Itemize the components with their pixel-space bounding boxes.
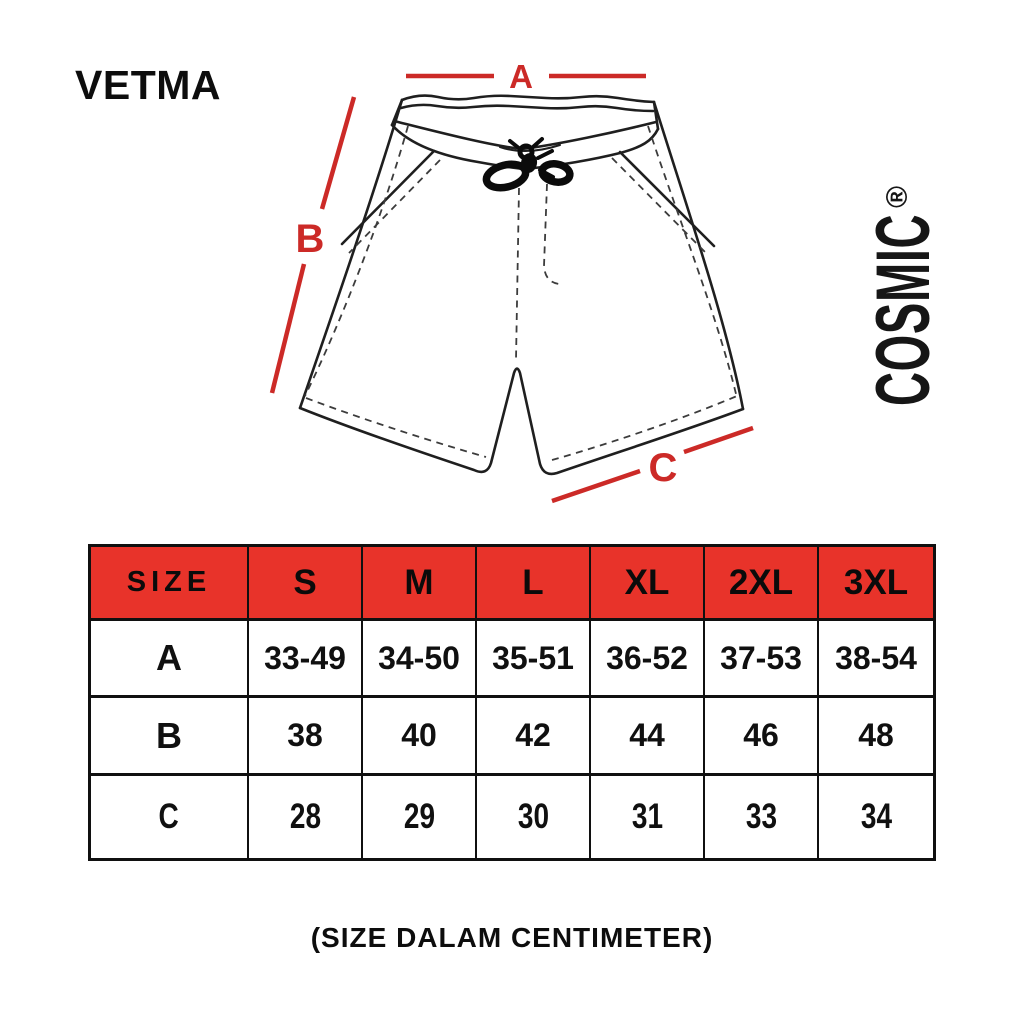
waistband-top-inner-edge — [399, 103, 655, 113]
cell-c-2xl: 33 — [705, 776, 819, 858]
bow-end-1 — [508, 139, 522, 151]
fly-stitch-right — [543, 183, 560, 285]
waistband-center-crease — [499, 144, 561, 152]
row-c-label: C — [91, 776, 249, 858]
brand-registered-mark: ® — [881, 186, 914, 208]
header-cell-m: M — [363, 547, 477, 621]
cell-a-s: 33-49 — [249, 621, 363, 698]
cell-c-3xl: 34 — [819, 776, 933, 858]
cell-b-l: 42 — [477, 698, 591, 776]
cell-c-s: 28 — [249, 776, 363, 858]
right-seam-stitch — [647, 125, 737, 395]
brand-logo: COSMIC ® — [862, 186, 946, 406]
leg-hems-and-crotch — [298, 367, 745, 476]
header-cell-s: S — [249, 547, 363, 621]
fly-stitch-left — [515, 187, 520, 361]
cell-b-s: 38 — [249, 698, 363, 776]
cell-a-m: 34-50 — [363, 621, 477, 698]
cell-c-m: 29 — [363, 776, 477, 858]
right-pocket-line — [618, 150, 716, 248]
cell-value-text: 31 — [631, 797, 663, 836]
bow-end-4 — [538, 168, 555, 179]
measure-c-line-left — [551, 468, 641, 504]
left-pocket-line — [340, 149, 436, 246]
left-hem-stitch — [305, 397, 487, 458]
header-cell-l: L — [477, 547, 591, 621]
bow-end-2 — [531, 137, 544, 149]
bow-knot-loop — [517, 143, 535, 161]
cell-value-text: 34 — [860, 797, 892, 836]
drawstring-bow-icon — [482, 137, 574, 192]
measure-b-line-top — [319, 96, 357, 210]
measurement-letters: A B C — [296, 58, 678, 490]
measure-a-label: A — [509, 58, 533, 95]
left-pocket-stitch — [348, 159, 441, 254]
measurement-marks — [269, 73, 754, 504]
cell-a-l: 35-51 — [477, 621, 591, 698]
cell-value-text: 33 — [745, 797, 777, 836]
header-cell-size: SIZE — [91, 547, 249, 621]
cell-value-text: 30 — [517, 797, 549, 836]
row-a-label: A — [91, 621, 249, 698]
measure-b-line-bottom — [269, 263, 307, 394]
brand-logo-text: COSMIC — [862, 214, 946, 406]
header-cell-xl: XL — [591, 547, 705, 621]
stitch-lines — [304, 125, 738, 461]
measure-c-label: C — [649, 446, 678, 490]
row-c-label-text: C — [158, 797, 180, 836]
cell-a-xl: 36-52 — [591, 621, 705, 698]
right-hem-stitch — [551, 395, 738, 461]
row-b-label: B — [91, 698, 249, 776]
product-name: VETMA — [75, 62, 221, 108]
header-cell-3xl: 3XL — [819, 547, 933, 621]
left-side-seam — [298, 98, 404, 410]
cell-b-3xl: 48 — [819, 698, 933, 776]
cell-b-m: 40 — [363, 698, 477, 776]
right-side-seam — [652, 100, 745, 411]
measure-b-label: B — [296, 217, 325, 261]
left-seam-stitch — [304, 125, 409, 397]
cell-a-3xl: 38-54 — [819, 621, 933, 698]
cell-a-2xl: 37-53 — [705, 621, 819, 698]
size-table: SIZE S M L XL 2XL 3XL A 33-49 34-50 35-5… — [88, 544, 936, 861]
header-cell-2xl: 2XL — [705, 547, 819, 621]
measure-c-line-right — [683, 425, 754, 455]
cell-b-xl: 44 — [591, 698, 705, 776]
cell-c-xl: 31 — [591, 776, 705, 858]
waistband-top-edge — [400, 94, 656, 104]
cell-b-2xl: 46 — [705, 698, 819, 776]
cell-value-text: 29 — [403, 797, 435, 836]
bow-end-3 — [536, 149, 554, 160]
cell-value-text: 28 — [289, 797, 321, 836]
right-pocket-stitch — [611, 157, 707, 254]
cell-c-l: 30 — [477, 776, 591, 858]
units-caption: (SIZE DALAM CENTIMETER) — [310, 922, 714, 953]
